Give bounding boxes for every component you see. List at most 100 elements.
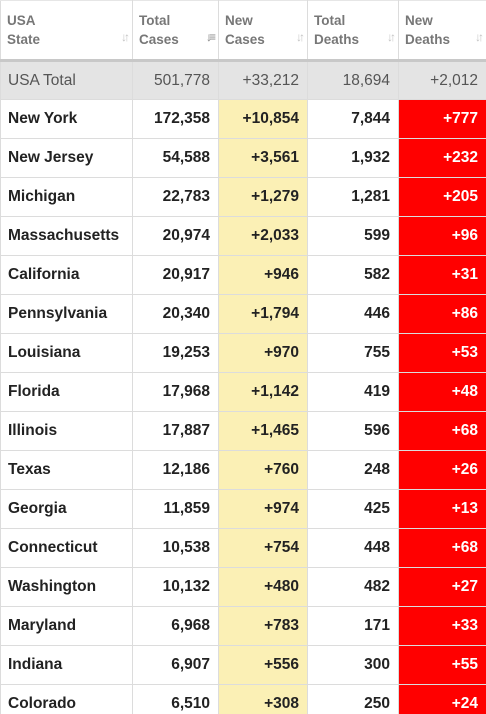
new-cases-cell: +754 (218, 528, 308, 568)
new-deaths-cell: +96 (398, 216, 486, 256)
total-cases-cell: 10,132 (132, 567, 219, 607)
column-header-total-cases[interactable]: Total Cases ↓≡ (132, 0, 219, 61)
table-row: Georgia 11,859 +974 425 +13 (0, 489, 486, 529)
column-header-line: Total (314, 13, 346, 28)
table-row: Massachusetts 20,974 +2,033 599 +96 (0, 216, 486, 256)
total-cases-cell: 6,510 (132, 684, 219, 714)
state-cell: Illinois (0, 411, 133, 451)
total-deaths-cell: 755 (307, 333, 399, 373)
column-header-new-cases[interactable]: New Cases ↓↑ (218, 0, 308, 61)
total-deaths-cell: 448 (307, 528, 399, 568)
state-cell: Indiana (0, 645, 133, 685)
state-cell: Washington (0, 567, 133, 607)
table-row: Pennsylvania 20,340 +1,794 446 +86 (0, 294, 486, 334)
total-cases-cell: 11,859 (132, 489, 219, 529)
new-cases-cell: +1,794 (218, 294, 308, 334)
new-deaths-cell: +31 (398, 255, 486, 295)
new-cases-cell: +783 (218, 606, 308, 646)
table-row: New York 172,358 +10,854 7,844 +777 (0, 99, 486, 139)
state-cell: New Jersey (0, 138, 133, 178)
new-cases-cell: +33,212 (218, 59, 308, 100)
total-deaths-cell: 250 (307, 684, 399, 714)
state-cell: Connecticut (0, 528, 133, 568)
total-deaths-cell: 248 (307, 450, 399, 490)
total-deaths-cell: 596 (307, 411, 399, 451)
total-deaths-cell: 582 (307, 255, 399, 295)
total-cases-cell: 6,968 (132, 606, 219, 646)
new-deaths-cell: +48 (398, 372, 486, 412)
total-deaths-cell: 18,694 (307, 59, 399, 100)
total-cases-cell: 20,974 (132, 216, 219, 256)
total-deaths-cell: 446 (307, 294, 399, 334)
new-deaths-cell: +27 (398, 567, 486, 607)
table-row: New Jersey 54,588 +3,561 1,932 +232 (0, 138, 486, 178)
column-header-total-deaths[interactable]: Total Deaths ↓↑ (307, 0, 399, 61)
column-header-line: State (7, 32, 41, 47)
state-cell: Michigan (0, 177, 133, 217)
column-header-new-deaths[interactable]: New Deaths ↓↑ (398, 0, 486, 61)
table-row: Indiana 6,907 +556 300 +55 (0, 645, 486, 685)
sort-both-icon[interactable]: ↓↑ (296, 30, 305, 44)
new-cases-cell: +974 (218, 489, 308, 529)
total-deaths-cell: 300 (307, 645, 399, 685)
new-deaths-cell: +26 (398, 450, 486, 490)
state-cell: California (0, 255, 133, 295)
state-cell: Pennsylvania (0, 294, 133, 334)
total-deaths-cell: 171 (307, 606, 399, 646)
new-cases-cell: +556 (218, 645, 308, 685)
total-cases-cell: 10,538 (132, 528, 219, 568)
sort-both-icon[interactable]: ↓↑ (387, 30, 396, 44)
table-row: Maryland 6,968 +783 171 +33 (0, 606, 486, 646)
new-cases-cell: +970 (218, 333, 308, 373)
new-deaths-cell: +68 (398, 528, 486, 568)
sort-descending-icon[interactable]: ↓≡ (205, 30, 216, 44)
table-row: Illinois 17,887 +1,465 596 +68 (0, 411, 486, 451)
column-header-state[interactable]: USA State ↓↑ (0, 0, 133, 61)
new-cases-cell: +1,142 (218, 372, 308, 412)
new-cases-cell: +1,279 (218, 177, 308, 217)
total-cases-cell: 17,968 (132, 372, 219, 412)
table-row: Washington 10,132 +480 482 +27 (0, 567, 486, 607)
total-cases-cell: 17,887 (132, 411, 219, 451)
total-cases-cell: 172,358 (132, 99, 219, 139)
total-deaths-cell: 425 (307, 489, 399, 529)
total-deaths-cell: 482 (307, 567, 399, 607)
state-cell: New York (0, 99, 133, 139)
new-cases-cell: +2,033 (218, 216, 308, 256)
table-row: Florida 17,968 +1,142 419 +48 (0, 372, 486, 412)
new-cases-cell: +760 (218, 450, 308, 490)
column-header-line: Deaths (405, 32, 451, 47)
sort-both-icon[interactable]: ↓↑ (121, 30, 130, 44)
state-cell: Georgia (0, 489, 133, 529)
column-header-line: New (405, 13, 433, 28)
sort-both-icon[interactable]: ↓↑ (475, 30, 484, 44)
total-deaths-cell: 1,932 (307, 138, 399, 178)
usa-total-row: USA Total 501,778 +33,212 18,694 +2,012 (0, 59, 486, 100)
table-row: Louisiana 19,253 +970 755 +53 (0, 333, 486, 373)
new-deaths-cell: +53 (398, 333, 486, 373)
table-row: Texas 12,186 +760 248 +26 (0, 450, 486, 490)
total-cases-cell: 20,340 (132, 294, 219, 334)
new-deaths-cell: +86 (398, 294, 486, 334)
new-cases-cell: +308 (218, 684, 308, 714)
total-cases-cell: 501,778 (132, 59, 219, 100)
total-cases-cell: 19,253 (132, 333, 219, 373)
state-cell: USA Total (0, 59, 133, 100)
state-cell: Florida (0, 372, 133, 412)
total-deaths-cell: 1,281 (307, 177, 399, 217)
column-header-line: New (225, 13, 253, 28)
new-deaths-cell: +55 (398, 645, 486, 685)
new-cases-cell: +946 (218, 255, 308, 295)
total-cases-cell: 20,917 (132, 255, 219, 295)
new-deaths-cell: +13 (398, 489, 486, 529)
total-deaths-cell: 599 (307, 216, 399, 256)
new-cases-cell: +10,854 (218, 99, 308, 139)
table-row: Colorado 6,510 +308 250 +24 (0, 684, 486, 714)
total-deaths-cell: 7,844 (307, 99, 399, 139)
new-cases-cell: +3,561 (218, 138, 308, 178)
table-header: USA State ↓↑ Total Cases ↓≡ New Cases ↓↑… (0, 0, 486, 61)
column-header-line: Cases (225, 32, 265, 47)
total-cases-cell: 12,186 (132, 450, 219, 490)
total-cases-cell: 54,588 (132, 138, 219, 178)
